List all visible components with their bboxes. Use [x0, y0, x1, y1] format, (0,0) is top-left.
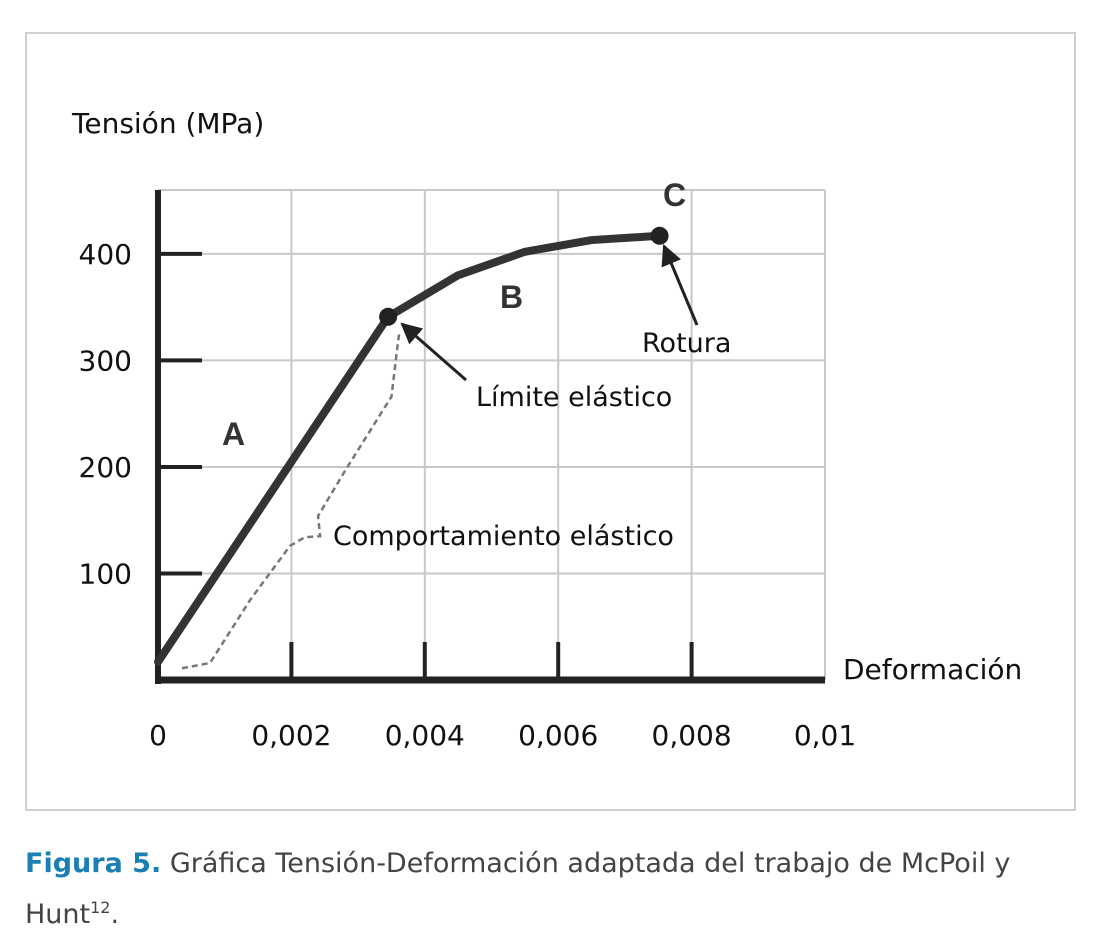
x-tick-label: 0 — [149, 719, 167, 752]
yield-arrow — [400, 322, 467, 382]
caption-text: Gráfica Tensión-Deformación adaptada del… — [25, 848, 1011, 930]
x-tick-label: 0,01 — [794, 719, 856, 752]
rupture-arrow — [661, 244, 699, 326]
caption-end: . — [110, 899, 120, 930]
figure-frame — [25, 32, 1076, 811]
elastic-behaviour-curve — [181, 331, 401, 670]
x-tick-label: 0,004 — [385, 719, 465, 752]
y-tick-label: 300 — [79, 344, 132, 377]
x-tick-label: 0,006 — [518, 719, 598, 752]
figure-number: Figura 5. — [25, 848, 162, 879]
region-b-label: B — [500, 279, 523, 315]
region-a-label: A — [222, 416, 245, 452]
y-tick-label: 400 — [79, 238, 132, 271]
y-tick-label: 100 — [79, 557, 132, 590]
stress-strain-chart: 0 0,002 0,004 0,006 0,008 0,01 100 200 300 400 Te… — [71, 107, 1022, 752]
y-tick-label: 200 — [79, 451, 132, 484]
rupture-annotation: Rotura — [642, 328, 731, 359]
yield-annotation: Límite elástico — [476, 382, 672, 413]
y-axis-label: Tensión (MPa) — [71, 107, 264, 140]
caption-reference: 12 — [90, 898, 111, 917]
yield-point — [379, 307, 398, 326]
rupture-point — [650, 226, 669, 245]
x-axis-label: Deformación — [843, 653, 1022, 686]
stress-strain-curve — [154, 231, 664, 666]
x-tick-label: 0,008 — [652, 719, 732, 752]
x-tick-label: 0,002 — [251, 719, 331, 752]
figure-caption: Figura 5. Gráfica Tensión-Deformación ad… — [25, 842, 1085, 937]
elastic-annotation: Comportamiento elástico — [333, 521, 674, 552]
region-c-label: C — [663, 177, 686, 213]
